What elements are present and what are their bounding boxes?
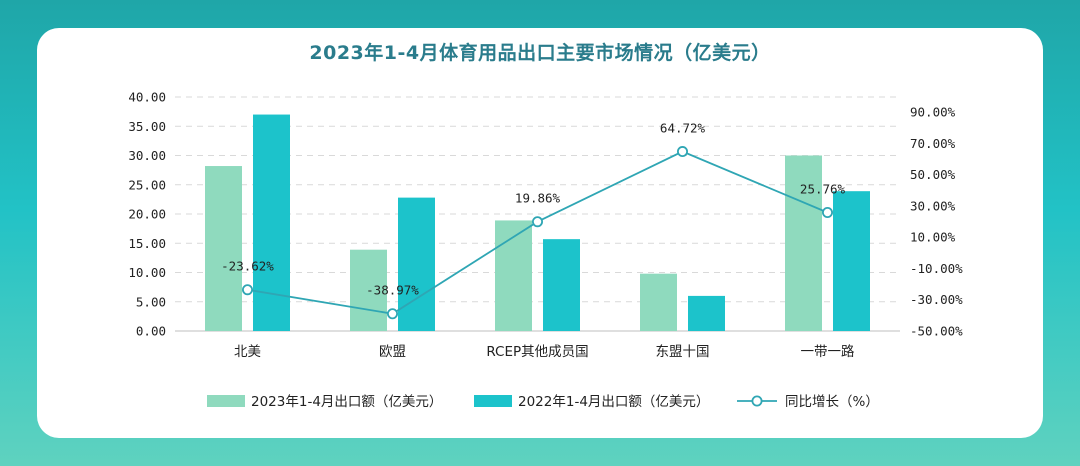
legend-swatch-growth-marker [751, 395, 763, 407]
y-left-tick-label: 15.00 [128, 236, 166, 251]
y-right-tick-label: 30.00% [910, 198, 956, 213]
x-tick-label: 东盟十国 [656, 344, 710, 360]
y-left-tick-label: 0.00 [136, 324, 166, 339]
chart-card [37, 28, 1043, 438]
x-tick-label: 北美 [234, 344, 261, 360]
legend-label-2023: 2023年1-4月出口额（亿美元） [251, 394, 442, 410]
growth-point [822, 206, 834, 218]
bar-2022 [833, 191, 870, 331]
growth-point [241, 284, 253, 296]
growth-data-label: -38.97% [366, 283, 419, 298]
bar-2022 [253, 114, 290, 331]
y-right-tick-label: -10.00% [910, 261, 963, 276]
bar-2022 [543, 239, 580, 331]
x-tick-label: RCEP其他成员国 [486, 344, 588, 360]
bar-2022 [398, 197, 435, 331]
y-left-tick-label: 25.00 [128, 177, 166, 192]
growth-data-label: 64.72% [660, 121, 706, 136]
growth-point [677, 146, 689, 158]
y-right-tick-label: 10.00% [910, 230, 956, 245]
y-left-tick-label: 40.00 [128, 90, 166, 105]
legend-label-2022: 2022年1-4月出口额（亿美元） [518, 394, 709, 410]
bar-2023 [495, 220, 532, 331]
y-left-tick-label: 30.00 [128, 148, 166, 163]
x-tick-label: 一带一路 [801, 344, 855, 360]
legend-swatch-2023 [207, 395, 245, 407]
bar-2022 [688, 295, 725, 331]
growth-point [532, 216, 544, 228]
bar-2023 [640, 273, 677, 331]
y-left-tick-label: 5.00 [136, 294, 166, 309]
growth-data-label: 19.86% [515, 191, 561, 206]
y-right-tick-label: 90.00% [910, 105, 956, 120]
bar-2023 [350, 249, 387, 331]
x-tick-label: 欧盟 [379, 344, 406, 360]
legend-label-growth: 同比增长（%） [785, 394, 879, 410]
y-left-tick-label: 20.00 [128, 207, 166, 222]
growth-data-label: -23.62% [221, 259, 274, 274]
legend-swatch-2022 [474, 395, 512, 407]
y-left-tick-label: 35.00 [128, 119, 166, 134]
chart-title: 2023年1-4月体育用品出口主要市场情况（亿美元） [309, 42, 771, 64]
growth-point [386, 308, 398, 320]
y-right-tick-label: 70.00% [910, 136, 956, 151]
y-right-tick-label: -30.00% [910, 292, 963, 307]
bar-2023 [785, 155, 822, 331]
growth-data-label: 25.76% [800, 181, 846, 196]
y-right-tick-label: -50.00% [910, 324, 963, 339]
bar-2023 [205, 166, 242, 331]
y-right-tick-label: 50.00% [910, 167, 956, 182]
growth-line [247, 150, 828, 315]
y-left-tick-label: 10.00 [128, 265, 166, 280]
